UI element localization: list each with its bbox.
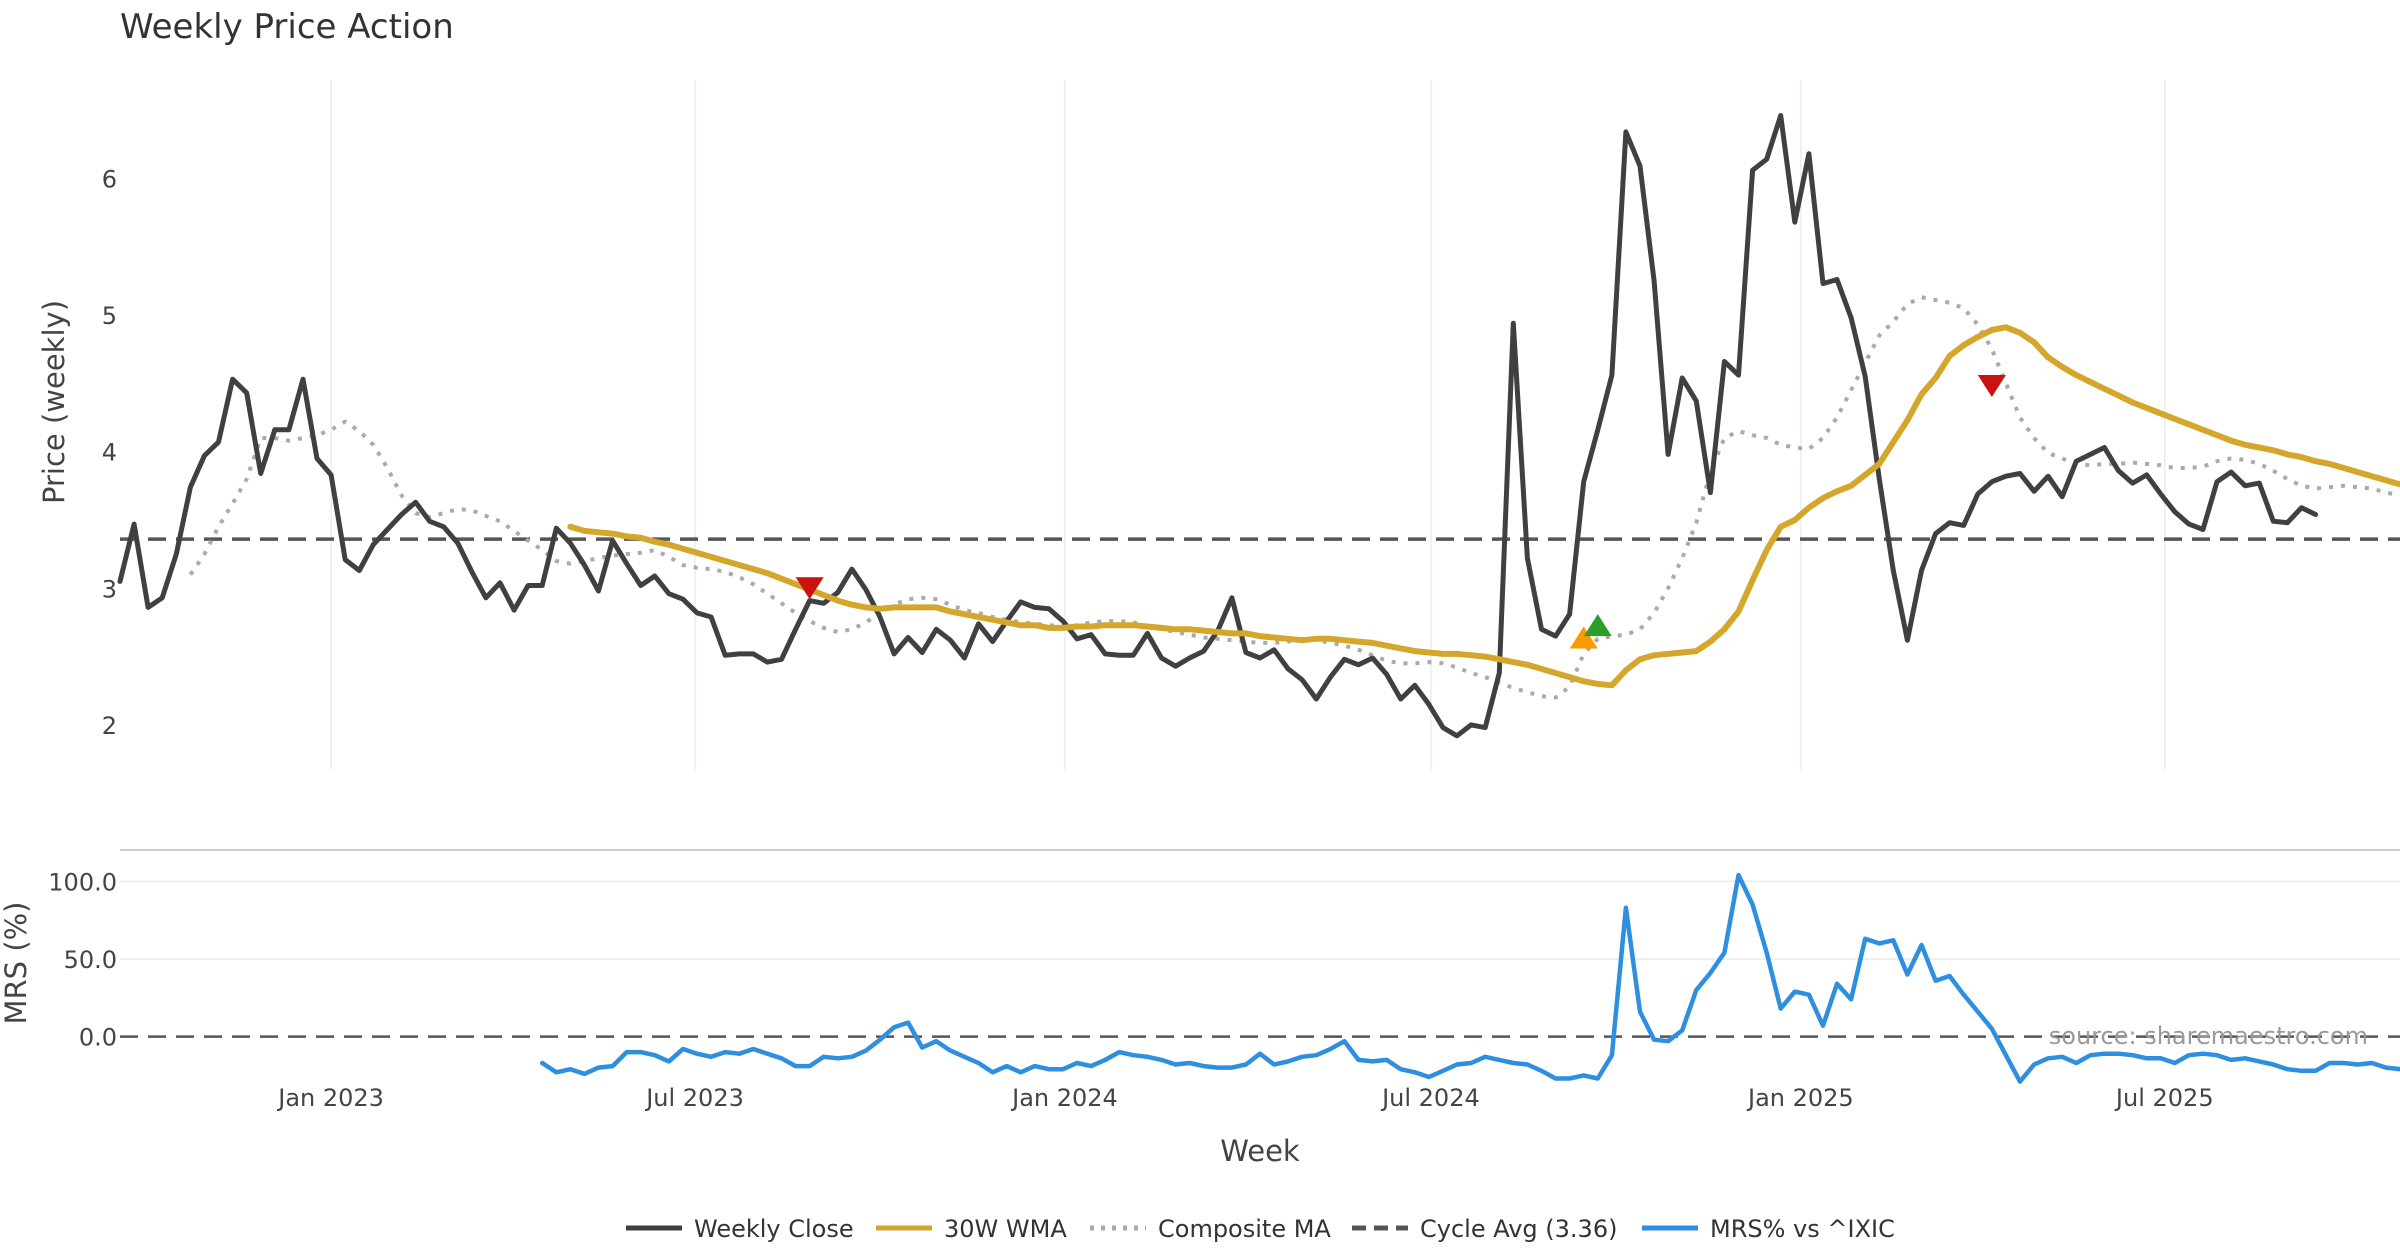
- x-axis-ticks: Jan 2023 Jul 2023 Jan 2024 Jul 2024 Jan 2025…: [276, 1084, 2213, 1112]
- legend-label: Cycle Avg (3.36): [1420, 1215, 1617, 1243]
- price-y-tick-label: 4: [102, 439, 117, 467]
- mrs-y-tick-label: 100.0: [48, 868, 117, 896]
- mrs-grid: [120, 880, 2400, 960]
- price-y-ticks: 2 3 4 5 6: [102, 165, 117, 740]
- price-series: [117, 113, 2400, 739]
- weekly-close-line: [117, 113, 2319, 739]
- buy-signal-marker: [1583, 614, 1612, 637]
- x-tick-label: Jul 2025: [2114, 1084, 2214, 1112]
- composite-ma-line: [188, 295, 2400, 700]
- mrs-y-tick-label: 0.0: [79, 1024, 117, 1052]
- source-note: source: sharemaestro.com: [2049, 1022, 2368, 1050]
- x-tick-label: Jan 2023: [276, 1084, 384, 1112]
- sell-signal-marker: [1977, 375, 2006, 398]
- 30w-wma-line: [567, 324, 2400, 689]
- mrs-y-tick-label: 50.0: [64, 946, 117, 974]
- sell-signal-marker: [795, 577, 824, 600]
- chart-title: Weekly Price Action: [120, 7, 454, 47]
- mrs-vs-ixic-line: [539, 872, 2400, 1084]
- price-y-tick-label: 3: [102, 575, 117, 603]
- signal-markers: [795, 375, 2006, 649]
- x-axis-title: Week: [1220, 1134, 1300, 1168]
- buy-signal-marker: [1569, 626, 1598, 649]
- x-tick-label: Jan 2025: [1746, 1084, 1854, 1112]
- legend-label: MRS% vs ^IXIC: [1710, 1215, 1895, 1243]
- price-y-tick-label: 2: [102, 712, 117, 740]
- legend-label: 30W WMA: [944, 1215, 1067, 1243]
- legend-label: Composite MA: [1158, 1215, 1331, 1243]
- mrs-series: [539, 872, 2400, 1084]
- x-tick-label: Jan 2024: [1010, 1084, 1118, 1112]
- legend-label: Weekly Close: [694, 1215, 854, 1243]
- price-y-tick-label: 5: [102, 302, 117, 330]
- price-y-tick-label: 6: [102, 165, 117, 193]
- mrs-y-axis-title: MRS (%): [0, 902, 33, 1025]
- x-tick-label: Jul 2023: [644, 1084, 744, 1112]
- mrs-y-ticks: 100.0 50.0 0.0: [48, 868, 117, 1051]
- x-tick-label: Jul 2024: [1380, 1084, 1480, 1112]
- legend: Weekly Close 30W WMA Composite MA Cycle Avg…: [626, 1215, 1895, 1243]
- price-y-axis-title: Price (weekly): [37, 300, 71, 504]
- price-grid: [330, 80, 2166, 770]
